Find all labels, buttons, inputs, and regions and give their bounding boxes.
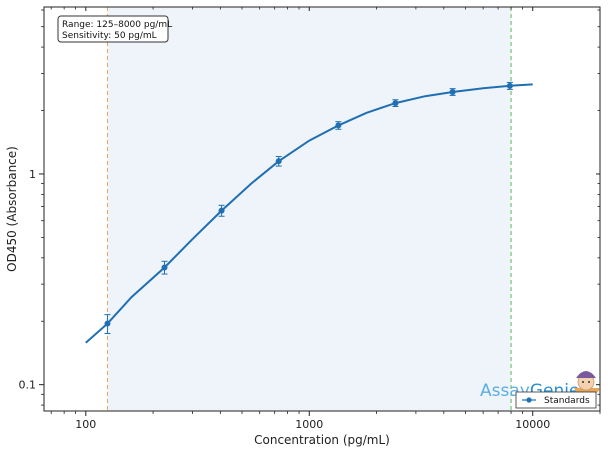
y-tick-label: 1 [29,168,36,181]
legend-label-standards: Standards [544,396,590,406]
standard-point [275,158,282,165]
legend-marker-dot [526,397,532,403]
series-layer [85,81,533,344]
tick-layer: 100 1000 10000 0.1 1 [19,7,601,431]
sensitivity-text: Sensitivity: 50 pg/mL [62,31,157,41]
standard-point [218,207,225,214]
range-text: Range: 125–8000 pg/mL [62,20,172,30]
standard-point [506,82,513,89]
standard-point [449,88,456,95]
y-axis-label: OD450 (Absorbance) [5,146,19,272]
plot-frame [43,6,601,412]
standard-point [335,122,342,129]
annotation-box-border [57,15,169,43]
legend-frame [515,391,597,409]
reference-lines-layer [106,7,512,411]
x-axis-label: Concentration (pg/mL) [254,433,390,447]
standard-point [392,100,399,107]
x-tick-label: 1000 [295,418,323,431]
detection-range-shading [107,7,512,411]
range-annotation-box: Range: 125–8000 pg/mL Sensitivity: 50 pg… [57,15,172,43]
x-tick-label: 100 [75,418,96,431]
y-tick-label: 0.1 [19,379,37,392]
legend: Standards [515,391,597,409]
standard-point [161,264,168,271]
plot-background-layer [107,7,512,411]
standard-point [104,320,111,327]
fitted-curve [85,83,533,344]
x-tick-label: 10000 [515,418,550,431]
